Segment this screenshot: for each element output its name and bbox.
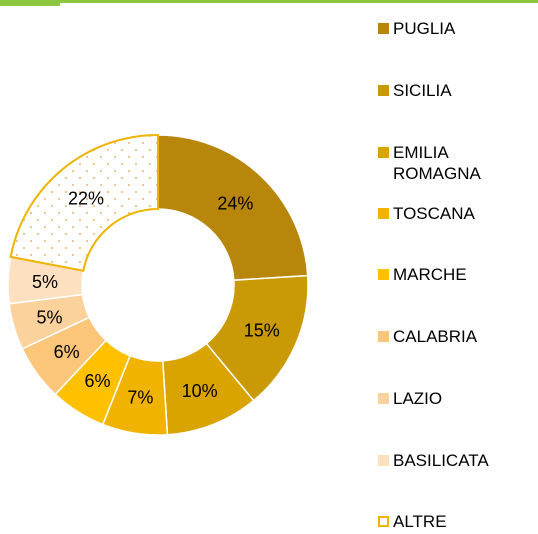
data-label: 10%	[182, 381, 218, 401]
legend-swatch	[378, 85, 389, 96]
legend-swatch	[378, 23, 389, 34]
legend-item: PUGLIA	[378, 18, 538, 39]
legend-item: MARCHE	[378, 264, 538, 285]
data-label: 6%	[54, 342, 80, 362]
slice	[157, 134, 309, 282]
legend-swatch	[378, 393, 389, 404]
data-label: 22%	[68, 189, 104, 209]
slice	[9, 133, 159, 272]
legend-label: SICILIA	[393, 81, 452, 100]
legend-label: TOSCANA	[393, 204, 475, 223]
data-label: 7%	[127, 387, 153, 407]
legend-item: ALTRE	[378, 511, 538, 532]
data-label: 24%	[217, 193, 253, 213]
legend-swatch	[378, 331, 389, 342]
data-label: 6%	[84, 371, 110, 391]
legend-item: BASILICATA	[378, 450, 538, 471]
legend-item: LAZIO	[378, 388, 538, 409]
legend-swatch	[378, 208, 389, 219]
legend-label: LAZIO	[393, 389, 443, 408]
data-label: 5%	[36, 307, 62, 327]
legend-label: MARCHE	[393, 265, 467, 284]
legend-label: CALABRIA	[393, 327, 478, 346]
legend-item: TOSCANA	[378, 203, 538, 224]
legend-label: EMILIA ROMAGNA	[393, 143, 481, 183]
legend-item: CALABRIA	[378, 326, 538, 347]
data-label: 15%	[244, 321, 280, 341]
legend-swatch	[378, 269, 389, 280]
legend-swatch	[378, 455, 389, 466]
legend-label: BASILICATA	[393, 451, 489, 470]
top-tab	[0, 0, 60, 6]
top-bar	[0, 0, 538, 3]
legend-swatch	[378, 516, 389, 527]
legend-item: EMILIA ROMAGNA	[378, 142, 538, 184]
legend-swatch	[378, 147, 389, 158]
legend-label: PUGLIA	[393, 19, 456, 38]
data-label: 5%	[32, 272, 58, 292]
legend-item: SICILIA	[378, 80, 538, 101]
legend-label: ALTRE	[393, 512, 447, 531]
